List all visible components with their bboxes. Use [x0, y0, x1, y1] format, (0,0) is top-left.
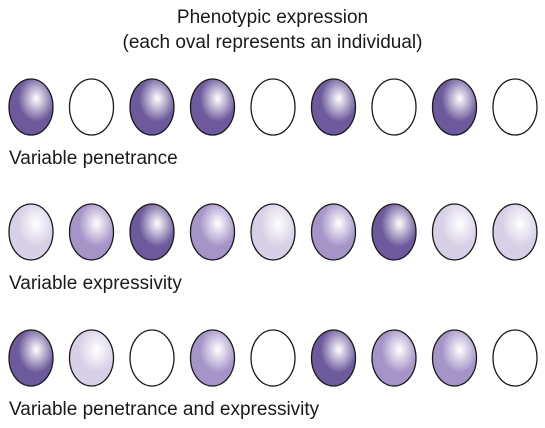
- oval-row-variable-penetrance-and-expressivity: [0, 328, 545, 388]
- individual-oval-dark: [312, 330, 356, 386]
- individual-oval-medium: [191, 204, 235, 260]
- individual-oval-light: [70, 330, 114, 386]
- individual-oval-dark: [9, 330, 53, 386]
- individual-oval-dark: [312, 79, 356, 135]
- individual-oval-medium: [191, 330, 235, 386]
- individual-oval-none: [493, 330, 537, 386]
- individual-oval-dark: [130, 204, 174, 260]
- individual-oval-dark: [191, 79, 235, 135]
- individual-oval-none: [372, 79, 416, 135]
- individual-oval-none: [130, 330, 174, 386]
- individual-oval-none: [251, 79, 295, 135]
- individual-oval-medium: [312, 204, 356, 260]
- individual-oval-dark: [9, 79, 53, 135]
- individual-oval-dark: [130, 79, 174, 135]
- row-label-variable-penetrance: Variable penetrance: [9, 147, 178, 170]
- title-line-1: Phenotypic expression: [0, 6, 545, 29]
- individual-oval-medium: [70, 204, 114, 260]
- individual-oval-light: [493, 204, 537, 260]
- oval-row-variable-penetrance: [0, 77, 545, 137]
- row-variable-penetrance: [0, 77, 545, 137]
- row-label-variable-penetrance-and-expressivity: Variable penetrance and expressivity: [9, 398, 319, 421]
- individual-oval-medium: [433, 330, 477, 386]
- individual-oval-light: [433, 204, 477, 260]
- row-variable-penetrance-and-expressivity: [0, 328, 545, 388]
- individual-oval-none: [493, 79, 537, 135]
- individual-oval-none: [70, 79, 114, 135]
- individual-oval-light: [9, 204, 53, 260]
- individual-oval-light: [251, 204, 295, 260]
- individual-oval-dark: [372, 204, 416, 260]
- individual-oval-medium: [372, 330, 416, 386]
- row-variable-expressivity: [0, 202, 545, 262]
- oval-row-variable-expressivity: [0, 202, 545, 262]
- individual-oval-dark: [433, 79, 477, 135]
- title-line-2: (each oval represents an individual): [0, 31, 545, 54]
- row-label-variable-expressivity: Variable expressivity: [9, 272, 182, 295]
- individual-oval-none: [251, 330, 295, 386]
